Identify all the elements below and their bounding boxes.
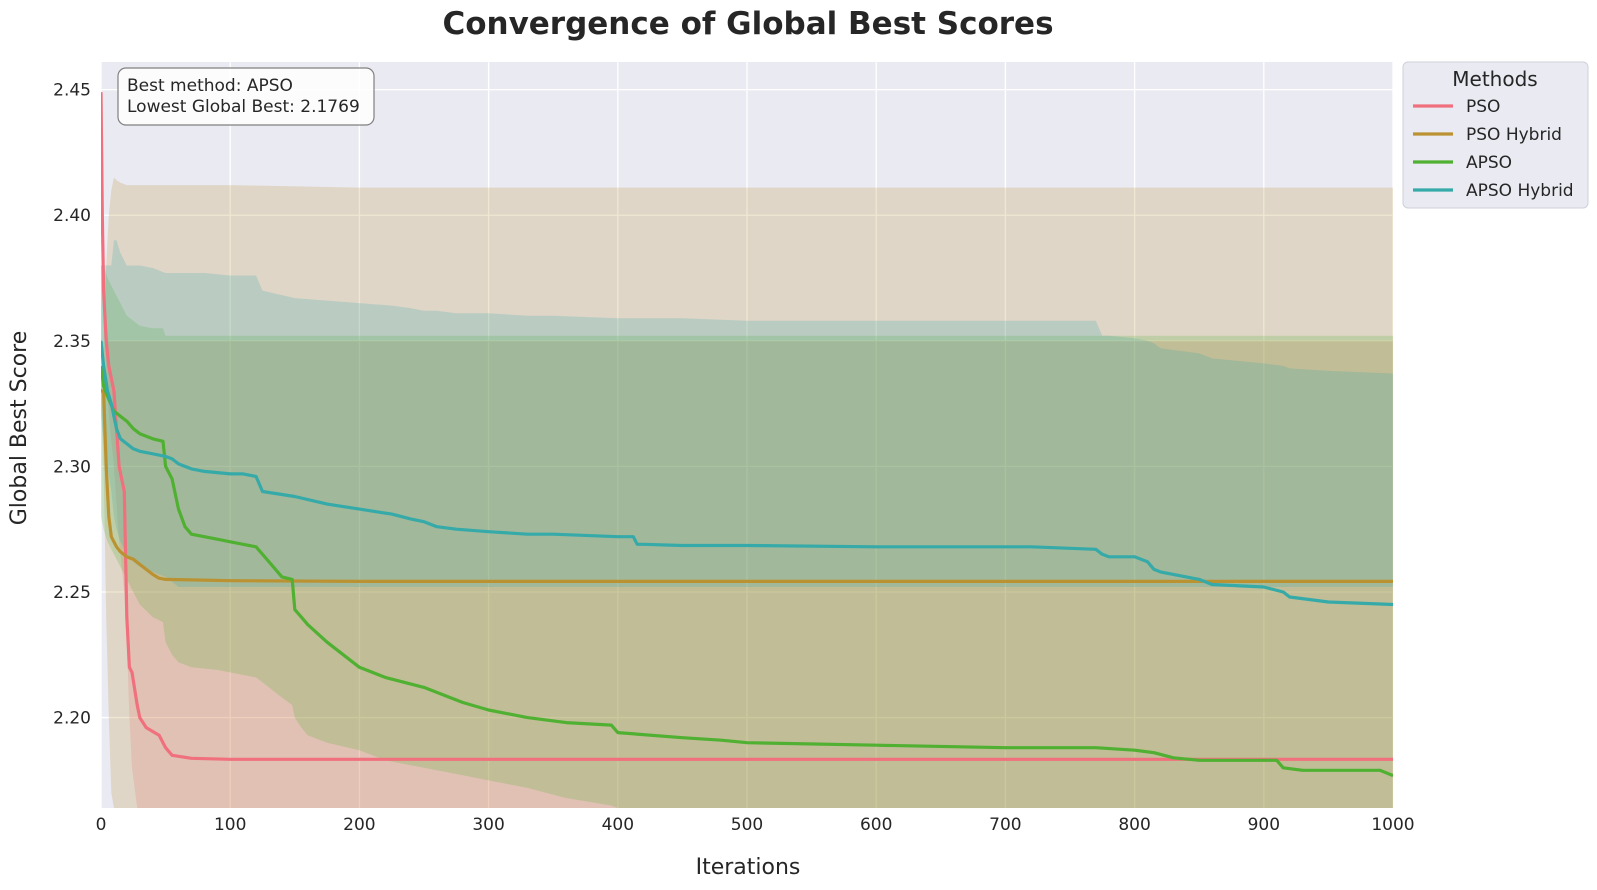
confidence-bands: [101, 89, 1393, 808]
x-tick-label: 1000: [1371, 815, 1414, 835]
y-tick-label: 2.35: [53, 332, 91, 352]
x-tick-label: 200: [343, 815, 375, 835]
x-tick-label: 300: [472, 815, 504, 835]
annotation-best-method: Best method: APSO: [127, 76, 293, 96]
y-tick-label: 2.20: [53, 709, 91, 729]
y-axis-ticks: 2.20 2.25 2.30 2.35 2.40 2.45: [53, 81, 91, 729]
x-tick-label: 0: [96, 815, 107, 835]
line-apso-hybrid: [101, 340, 1393, 607]
x-tick-label: 400: [602, 815, 634, 835]
x-axis-label: Iterations: [696, 855, 801, 880]
y-tick-label: 2.45: [53, 81, 91, 101]
legend-frame: [1402, 61, 1589, 209]
x-tick-label: 800: [1118, 815, 1150, 835]
annotation-lowest-global-best: Lowest Global Best: 2.1769: [127, 97, 360, 117]
y-tick-label: 2.40: [53, 206, 91, 226]
legend-title: Methods: [1452, 67, 1537, 91]
legend: Methods PSO PSO Hybrid APSO APSO Hybrid: [1402, 61, 1589, 209]
grid-lines: [100, 62, 1394, 808]
chart-title: Convergence of Global Best Scores: [442, 6, 1053, 42]
annotation-box: Best method: APSO Lowest Global Best: 2.…: [117, 67, 375, 126]
band-pso: [101, 89, 1393, 808]
x-axis-ticks: 0 100 200 300 400 500 600 700 800 900 1000: [96, 815, 1415, 835]
legend-label: PSO Hybrid: [1466, 125, 1562, 145]
band-apso-hybrid: [101, 240, 1393, 588]
x-tick-label: 500: [731, 815, 763, 835]
y-tick-label: 2.30: [53, 457, 91, 477]
y-axis-label: Global Best Score: [7, 331, 32, 526]
legend-label: PSO: [1466, 97, 1500, 117]
line-pso: [101, 92, 1393, 761]
x-tick-label: 700: [989, 815, 1021, 835]
series-lines: [101, 92, 1393, 778]
legend-entries: PSO PSO Hybrid APSO APSO Hybrid: [1413, 97, 1574, 201]
annotation-frame: [117, 67, 375, 126]
line-pso-hybrid: [101, 389, 1393, 583]
line-apso: [101, 365, 1393, 778]
x-tick-label: 100: [214, 815, 246, 835]
legend-label: APSO Hybrid: [1466, 181, 1574, 201]
x-tick-label: 900: [1248, 815, 1280, 835]
band-apso: [101, 265, 1393, 808]
legend-label: APSO: [1466, 153, 1512, 173]
y-tick-label: 2.25: [53, 583, 91, 603]
x-tick-label: 600: [860, 815, 892, 835]
band-pso-hybrid: [101, 177, 1393, 808]
